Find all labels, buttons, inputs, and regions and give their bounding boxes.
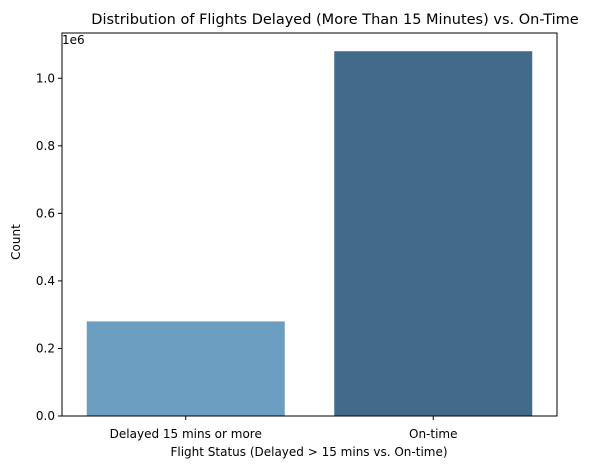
- y-tick-label: 0.2: [36, 341, 55, 355]
- y-axis-label: Count: [9, 224, 23, 260]
- y-axis-offset-label: 1e6: [62, 33, 85, 47]
- y-tick-label: 0.0: [36, 409, 55, 423]
- y-tick-label: 1.0: [36, 71, 55, 85]
- x-tick-label: Delayed 15 mins or more: [110, 427, 262, 441]
- chart-title: Distribution of Flights Delayed (More Th…: [91, 12, 579, 28]
- y-tick-label: 0.8: [36, 139, 55, 153]
- x-tick-label: On-time: [409, 427, 458, 441]
- plot-frame: [61, 32, 558, 417]
- x-axis-label: Flight Status (Delayed > 15 mins vs. On-…: [170, 445, 447, 459]
- y-tick-label: 0.4: [36, 274, 55, 288]
- bar: [334, 51, 533, 416]
- y-tick-label: 0.6: [36, 206, 55, 220]
- bar: [86, 321, 285, 416]
- plot-area: 0.0 0.2 0.4 0.6 0.8 1.0 Delayed 15 mins or mor…: [36, 32, 558, 441]
